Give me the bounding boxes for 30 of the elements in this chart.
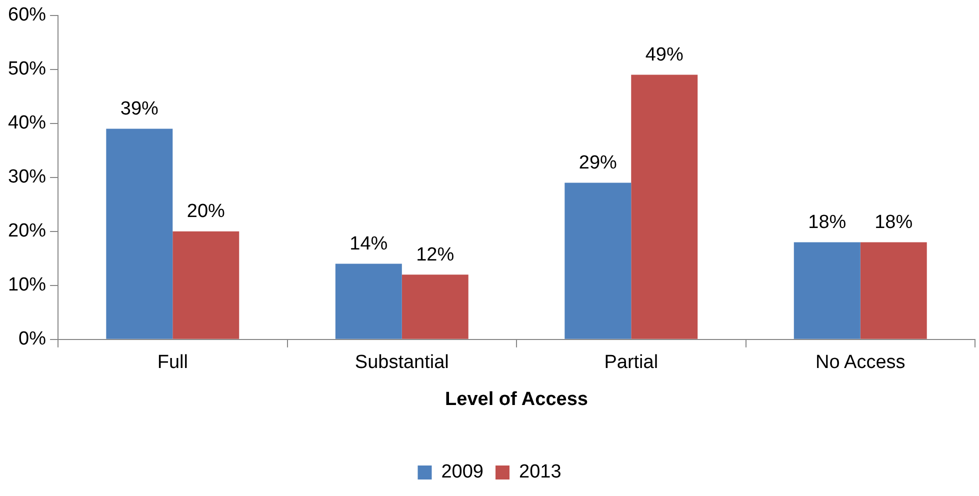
x-tick-label: No Access (815, 352, 906, 374)
data-label: 12% (416, 244, 454, 266)
data-label: 14% (350, 234, 388, 255)
legend-label: 2009 (441, 462, 484, 483)
data-label: 39% (120, 98, 159, 120)
x-tick-label: Full (157, 352, 188, 374)
legend-label: 2013 (519, 462, 562, 483)
data-label: 29% (578, 152, 618, 174)
y-tick-label: 60% (8, 4, 46, 26)
bar (172, 231, 240, 339)
bar (564, 182, 632, 339)
x-tick-label: Substantial (354, 352, 449, 374)
x-tick-label: Partial (604, 352, 658, 374)
y-tick-label: 20% (8, 220, 46, 242)
y-tick-label: 30% (8, 166, 46, 188)
y-tick-label: 50% (8, 58, 46, 80)
data-label: 49% (645, 44, 684, 66)
y-tick-label: 40% (8, 112, 46, 134)
y-tick-label: 10% (8, 274, 46, 296)
data-label: 20% (186, 201, 226, 222)
bar (335, 264, 402, 339)
bar (860, 242, 927, 339)
data-label: 18% (874, 212, 913, 233)
bar (631, 74, 698, 339)
bar (794, 242, 860, 339)
data-label: 18% (808, 212, 846, 233)
x-axis-title: Level of Access (445, 388, 588, 410)
bar (402, 274, 468, 339)
bar (106, 128, 173, 339)
y-tick-label: 0% (18, 328, 46, 350)
